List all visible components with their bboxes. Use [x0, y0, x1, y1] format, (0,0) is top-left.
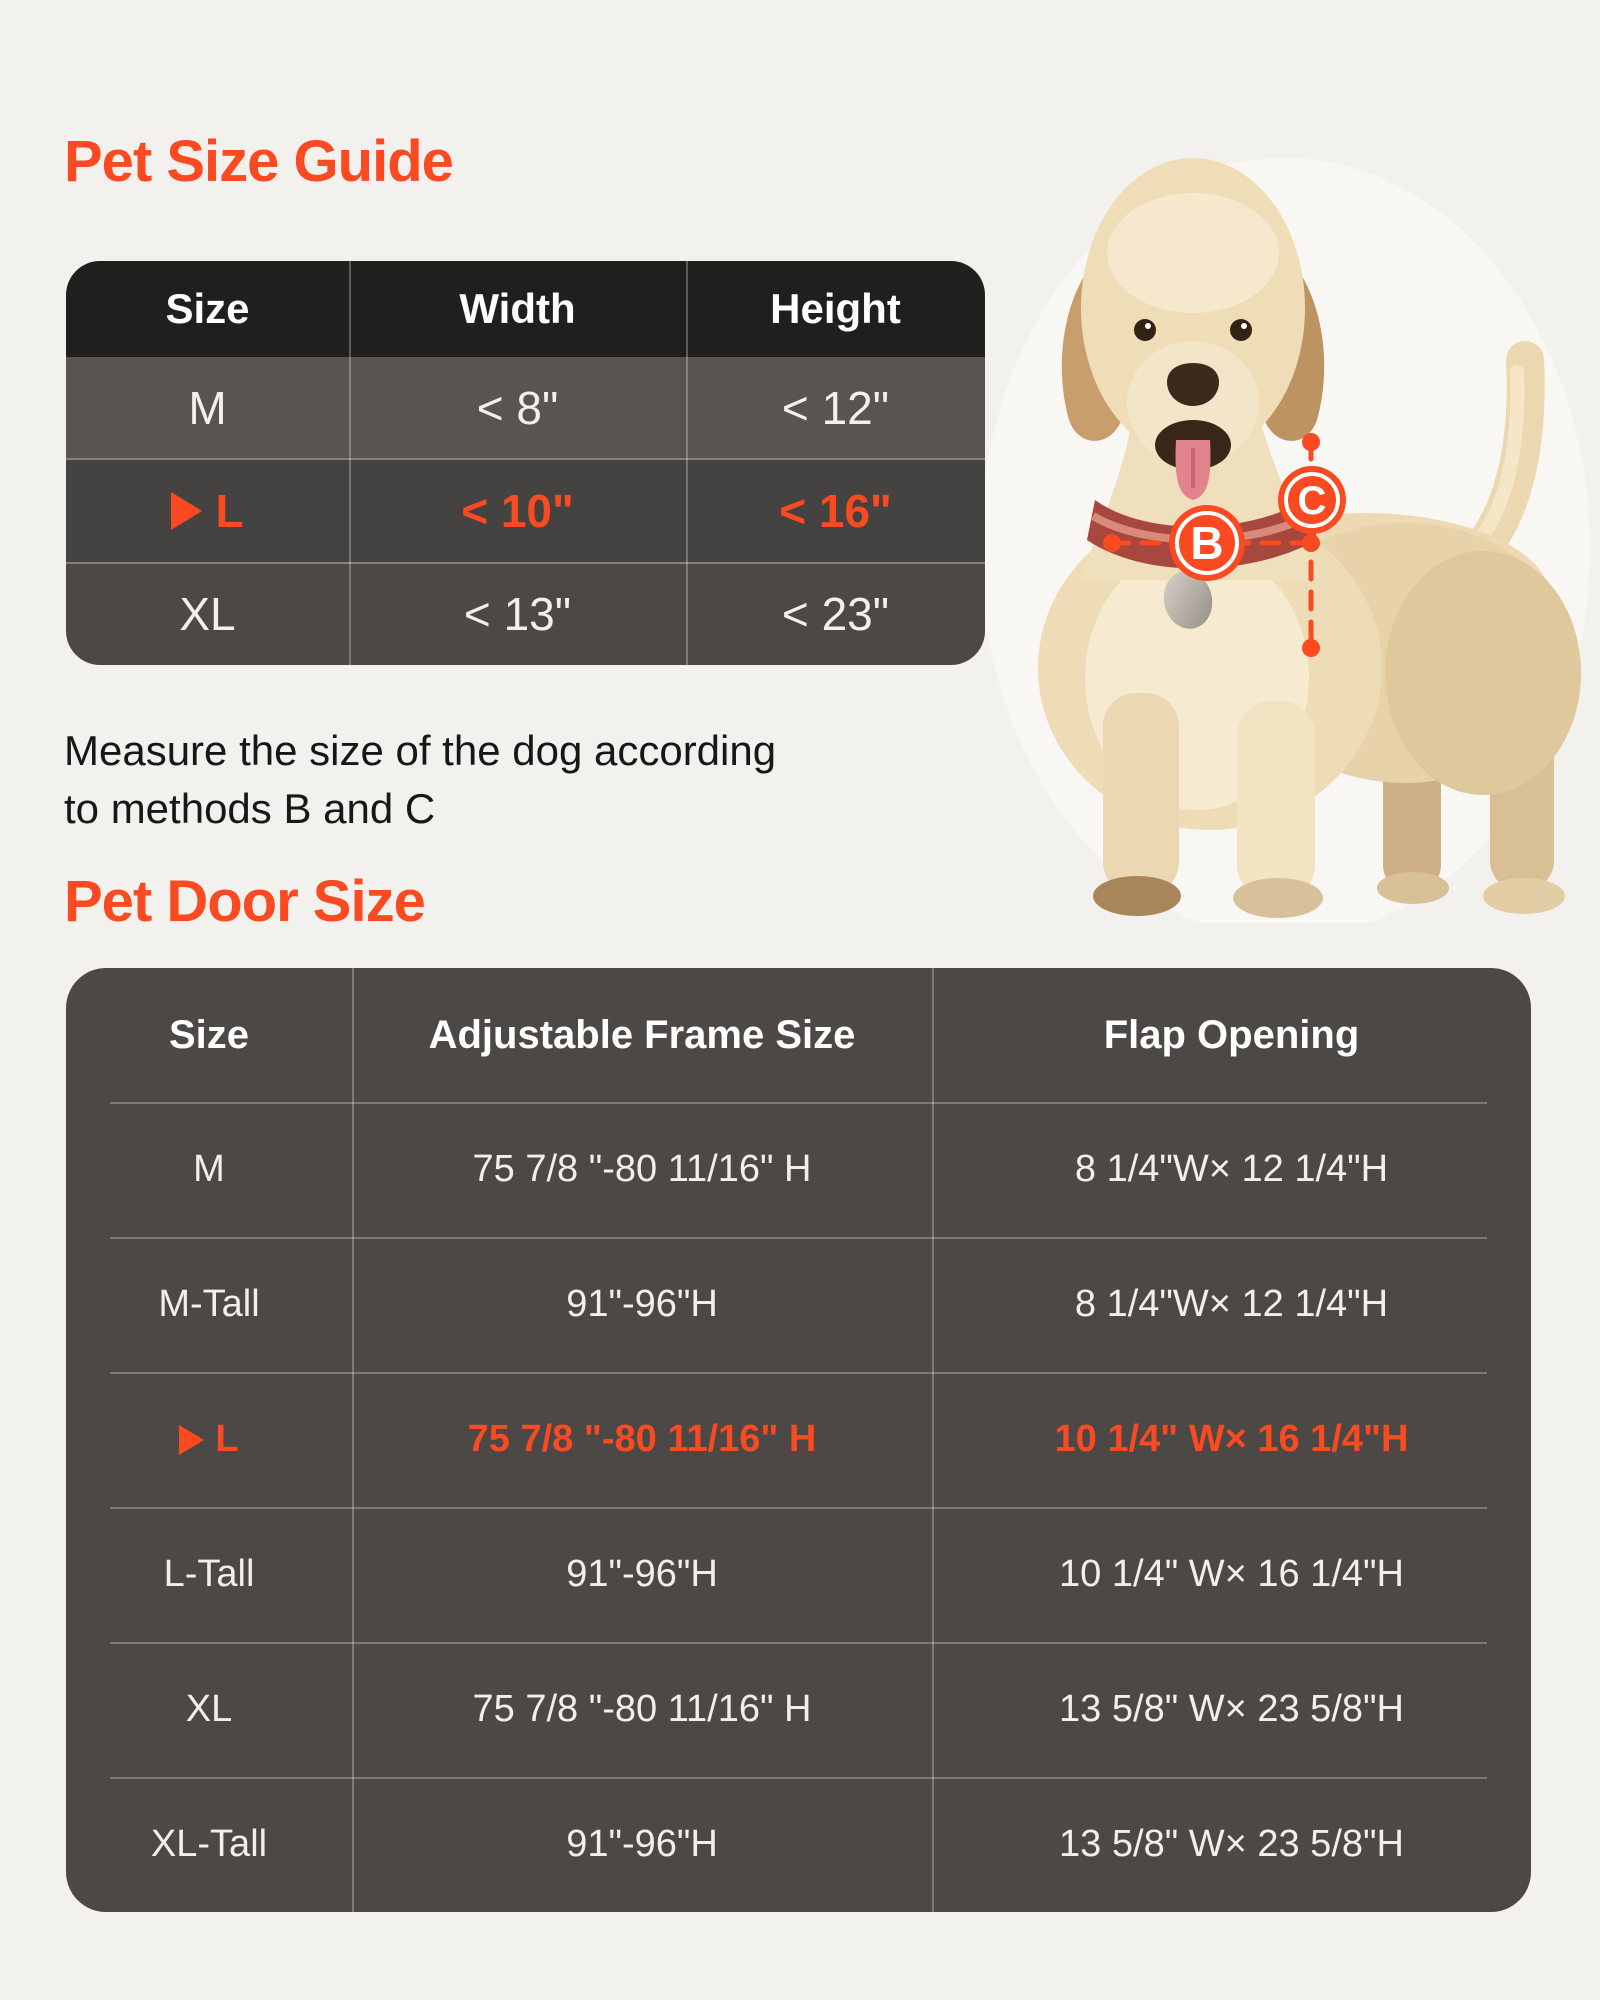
flap-cell: 8 1/4"W× 12 1/4"H: [1074, 1283, 1389, 1325]
size-cell: XL-Tall: [150, 1823, 268, 1865]
column-divider: [686, 261, 688, 665]
flap-cell: 10 1/4" W× 16 1/4"H: [1059, 1553, 1404, 1595]
frame-cell: 91"-96"H: [566, 1283, 718, 1325]
frame-cell: 75 7/8 "-80 11/16" H: [467, 1418, 817, 1460]
pet-door-table-header-row: Size Adjustable Frame Size Flap Opening: [66, 968, 1531, 1102]
measuring-note-line2: to methods B and C: [64, 785, 436, 832]
size-cell: M: [193, 1148, 225, 1190]
column-header-width: Width: [459, 285, 576, 332]
column-header-size: Size: [165, 285, 250, 332]
table-row: M 75 7/8 "-80 11/16" H 8 1/4"W× 12 1/4"H: [66, 1102, 1531, 1237]
dog-eye-left: [1134, 319, 1156, 341]
pet-size-table-header-row: Size Width Height: [66, 261, 985, 357]
measure-endpoint: [1302, 433, 1320, 451]
flap-cell: 10 1/4" W× 16 1/4"H: [1054, 1418, 1409, 1460]
frame-cell: 91"-96"H: [566, 1823, 718, 1865]
measure-c-label: C: [1298, 479, 1327, 523]
measure-c-ring: [1284, 472, 1340, 528]
column-divider: [349, 261, 351, 665]
table-row: M < 8" < 12": [66, 357, 985, 459]
width-cell: < 10": [461, 484, 574, 537]
dog-hip: [1385, 551, 1581, 795]
measure-b-ring: [1175, 511, 1239, 575]
table-row: XL-Tall 91"-96"H 13 5/8" W× 23 5/8"H: [66, 1777, 1531, 1912]
dog-eye-right: [1230, 319, 1252, 341]
measurement-guides: B C: [1103, 433, 1346, 657]
size-cell: XL: [185, 1688, 233, 1730]
selected-row-marker-icon: [179, 1424, 205, 1455]
dog-illustration: B C: [980, 158, 1590, 938]
dog-front-leg: [1237, 701, 1315, 899]
height-cell: < 23": [781, 588, 890, 641]
size-cell: L-Tall: [163, 1553, 255, 1595]
table-row: L-Tall 91"-96"H 10 1/4" W× 16 1/4"H: [66, 1507, 1531, 1642]
table-row-selected: L 75 7/8 "-80 11/16" H 10 1/4" W× 16 1/4…: [66, 1372, 1531, 1507]
pet-size-table: Size Width Height M < 8" < 12" L < 10" <…: [66, 261, 985, 665]
dog-forehead-highlight: [1107, 193, 1279, 313]
table-row: XL 75 7/8 "-80 11/16" H 13 5/8" W× 23 5/…: [66, 1642, 1531, 1777]
height-cell: < 12": [781, 381, 890, 434]
frame-cell: 91"-96"H: [566, 1553, 718, 1595]
measure-b-badge: [1169, 505, 1245, 581]
dog-measurement-figure: B C: [980, 148, 1600, 938]
pet-size-guide-title: Pet Size Guide: [64, 129, 454, 194]
dog-hind-paw: [1377, 872, 1449, 904]
frame-cell: 75 7/8 "-80 11/16" H: [472, 1148, 812, 1190]
size-cell: M: [188, 381, 227, 434]
size-cell: L: [66, 1372, 352, 1507]
size-cell: L: [66, 460, 349, 561]
size-cell: M-Tall: [158, 1283, 260, 1325]
column-divider: [352, 968, 354, 1912]
flap-cell: 13 5/8" W× 23 5/8"H: [1059, 1688, 1404, 1730]
measure-endpoint: [1302, 639, 1320, 657]
measure-endpoint: [1103, 534, 1121, 552]
pet-door-size-table: Size Adjustable Frame Size Flap Opening …: [66, 968, 1531, 1912]
measuring-note: Measure the size of the dog according to…: [64, 722, 776, 838]
flap-cell: 13 5/8" W× 23 5/8"H: [1059, 1823, 1404, 1865]
measure-b-label: B: [1190, 517, 1223, 569]
dog-front-paw: [1233, 878, 1323, 918]
dog-nose: [1167, 363, 1219, 406]
eye-glint: [1241, 323, 1247, 329]
size-cell-label: L: [215, 1418, 239, 1460]
column-header-flap: Flap Opening: [1103, 1012, 1360, 1057]
dog-front-leg: [1103, 693, 1179, 895]
measuring-note-line1: Measure the size of the dog according: [64, 727, 777, 774]
column-header-frame: Adjustable Frame Size: [428, 1012, 856, 1057]
dog-hind-paw: [1483, 878, 1565, 914]
width-cell: < 13": [463, 588, 572, 641]
dog-front-paw: [1093, 876, 1181, 916]
table-row: XL < 13" < 23": [66, 561, 985, 665]
column-divider: [932, 968, 934, 1912]
eye-glint: [1145, 323, 1151, 329]
selected-row-marker-icon: [171, 491, 203, 530]
collar-tag: [1163, 571, 1213, 629]
size-cell: XL: [179, 588, 236, 641]
height-cell: < 16": [779, 484, 892, 537]
width-cell: < 8": [476, 381, 559, 434]
frame-cell: 75 7/8 "-80 11/16" H: [472, 1688, 812, 1730]
table-row-selected: L < 10" < 16": [66, 458, 985, 562]
column-header-size: Size: [168, 1012, 250, 1057]
pet-door-size-title: Pet Door Size: [64, 869, 426, 934]
table-row: M-Tall 91"-96"H 8 1/4"W× 12 1/4"H: [66, 1237, 1531, 1372]
measure-endpoint: [1302, 534, 1320, 552]
size-cell-label: L: [215, 484, 244, 537]
column-header-height: Height: [770, 285, 901, 332]
flap-cell: 8 1/4"W× 12 1/4"H: [1074, 1148, 1389, 1190]
